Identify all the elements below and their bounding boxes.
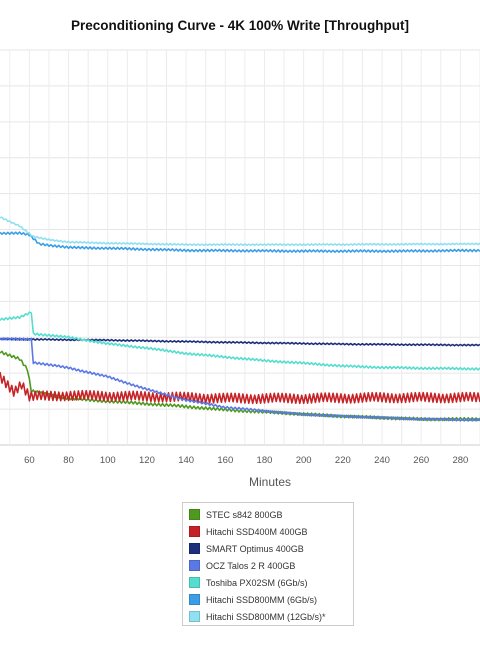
x-tick-label: 140 [178,455,194,466]
legend-swatch [189,611,200,622]
legend-swatch [189,526,200,537]
series-lines [0,216,480,422]
legend-label: Hitachi SSD800MM (12Gb/s)* [206,611,326,622]
x-tick-label: 280 [452,455,468,466]
legend-swatch [189,509,200,520]
legend-label: Toshiba PX02SM (6Gb/s) [206,577,308,588]
legend-item: STEC s842 800GB [189,506,353,523]
x-tick-label: 220 [335,455,351,466]
legend-item: OCZ Talos 2 R 400GB [189,557,353,574]
series-line [0,311,480,371]
legend-label: SMART Optimus 400GB [206,543,304,554]
legend-label: Hitachi SSD400M 400GB [206,526,308,537]
x-tick-label: 120 [139,455,155,466]
series-line [0,216,480,247]
series-line [0,337,480,347]
legend-swatch [189,560,200,571]
series-line [0,231,480,253]
legend-label: Hitachi SSD800MM (6Gb/s) [206,594,318,605]
legend: STEC s842 800GB Hitachi SSD400M 400GB SMAR… [182,502,354,626]
x-tick-label: 200 [296,455,312,466]
grid [0,49,480,446]
x-tick-label: 80 [63,455,74,466]
legend-item: Hitachi SSD800MM (12Gb/s)* [189,608,353,625]
x-tick-label: 180 [257,455,273,466]
x-tick-label: 100 [100,455,116,466]
x-tick-label: 160 [217,455,233,466]
chart-title: Preconditioning Curve - 4K 100% Write [T… [70,18,409,33]
series-line [0,350,480,422]
x-tick-label: 260 [413,455,429,466]
legend-label: STEC s842 800GB [206,509,283,520]
legend-item: Toshiba PX02SM (6Gb/s) [189,574,353,591]
series-line [0,337,480,422]
legend-item: SMART Optimus 400GB [189,540,353,557]
legend-item: Hitachi SSD400M 400GB [189,523,353,540]
legend-label: OCZ Talos 2 R 400GB [206,560,296,571]
x-tick-label: 60 [24,455,35,466]
legend-item: Hitachi SSD800MM (6Gb/s) [189,591,353,608]
x-axis-label: Minutes [249,475,291,489]
legend-swatch [189,543,200,554]
legend-swatch [189,594,200,605]
x-tick-label: 240 [374,455,390,466]
x-axis-ticks: 60 80 100 120 140 160 180 200 220 240 260 280 [24,455,468,466]
series-line [0,371,480,405]
legend-swatch [189,577,200,588]
